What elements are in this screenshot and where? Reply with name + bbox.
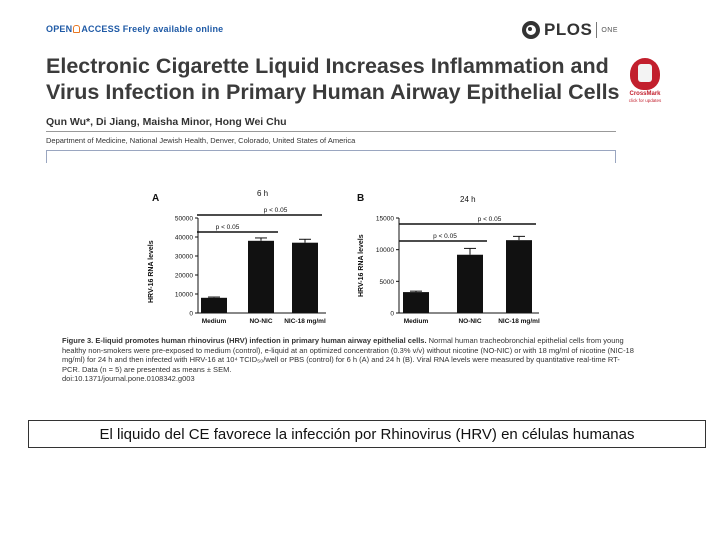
open-access-banner: OPEN ACCESS Freely available online [46, 24, 223, 34]
y-tick-label: 50000 [175, 216, 193, 223]
journal-header: OPEN ACCESS Freely available online PLOS … [46, 20, 618, 44]
chart-panel-a: A 6 h HRV-16 RNA levels 0 10000 20000 30000… [140, 185, 340, 330]
bar [248, 240, 274, 313]
crossmark-icon [630, 58, 660, 90]
significance-label: p < 0.05 [433, 233, 457, 240]
x-tick-label: NIC-18 mg/ml [284, 318, 326, 325]
slide-caption: El liquido del CE favorece la infección … [99, 425, 635, 443]
figure-doi[interactable]: doi:10.1371/journal.pone.0108342.g003 [62, 374, 195, 384]
panel-b-title: 24 h [460, 195, 476, 204]
open-access-prefix: OPEN [46, 24, 73, 34]
x-tick-label: Medium [202, 318, 227, 325]
slide-caption-box: El liquido del CE favorece la infección … [28, 420, 706, 448]
logo-divider [596, 22, 598, 38]
chart-b-svg: 0 5000 10000 15000 Medium NO-NIC NIC-18 mg/ml p… [376, 216, 540, 326]
crossmark-sub: click for updates [628, 98, 662, 103]
significance-label: p < 0.05 [264, 207, 288, 214]
chart-panel-b: B 24 h HRV-16 RNA levels 0 5000 10000 15000… [345, 185, 555, 330]
crossmark-label: CrossMark [629, 91, 661, 97]
y-tick-label: 5000 [380, 279, 395, 286]
bar [292, 242, 318, 313]
paper-title-line-1: Electronic Cigarette Liquid Increases In… [46, 54, 609, 78]
y-tick-label: 15000 [376, 216, 394, 223]
y-tick-label: 40000 [175, 235, 193, 242]
significance-label: p < 0.05 [216, 224, 240, 231]
bar [403, 292, 429, 313]
panel-letter-b: B [357, 193, 365, 204]
y-tick-label: 10000 [175, 292, 193, 299]
x-tick-label: NO-NIC [458, 318, 481, 325]
affiliation: Department of Medicine, National Jewish … [46, 136, 356, 145]
bar [201, 297, 227, 313]
paper-title: Electronic Cigarette Liquid Increases In… [46, 53, 620, 105]
bar [457, 254, 483, 313]
x-tick-label: Medium [404, 318, 429, 325]
divider [46, 131, 616, 132]
figure-frame [46, 150, 616, 163]
chart-a-svg: 0 10000 20000 30000 40000 50000 Medium NO-NIC NI… [175, 207, 326, 325]
figure-caption-body: Normal human tracheobronchial epithelial… [62, 336, 634, 374]
journal-name: ONE [601, 26, 618, 34]
author-list: Qun Wu*, Di Jiang, Maisha Minor, Hong We… [46, 116, 287, 128]
bar [506, 240, 532, 313]
plos-logo: PLOS ONE [522, 20, 618, 40]
crossmark-badge[interactable]: CrossMark click for updates [627, 58, 663, 104]
x-tick-label: NO-NIC [249, 318, 272, 325]
publisher-name: PLOS [544, 20, 593, 39]
y-tick-label: 30000 [175, 254, 193, 261]
panel-a-title: 6 h [257, 189, 269, 198]
open-access-suffix: ACCESS Freely available online [81, 24, 224, 34]
y-tick-label: 10000 [376, 247, 394, 254]
figure-caption: Figure 3. E-liquid promotes human rhinov… [62, 336, 637, 384]
y-tick-label: 0 [189, 311, 193, 318]
x-tick-label: NIC-18 mg/ml [498, 318, 540, 325]
y-tick-label: 0 [390, 311, 394, 318]
plos-mark-icon [522, 21, 541, 39]
panel-letter-a: A [152, 193, 160, 204]
figure-number: Figure 3. [62, 336, 94, 345]
figure-title: E-liquid promotes human rhinovirus (HRV)… [95, 336, 427, 345]
open-lock-icon [73, 25, 81, 33]
y-tick-label: 20000 [175, 273, 193, 280]
significance-label: p < 0.05 [478, 216, 502, 223]
paper-title-line-2: Virus Infection in Primary Human Airway … [46, 80, 620, 104]
